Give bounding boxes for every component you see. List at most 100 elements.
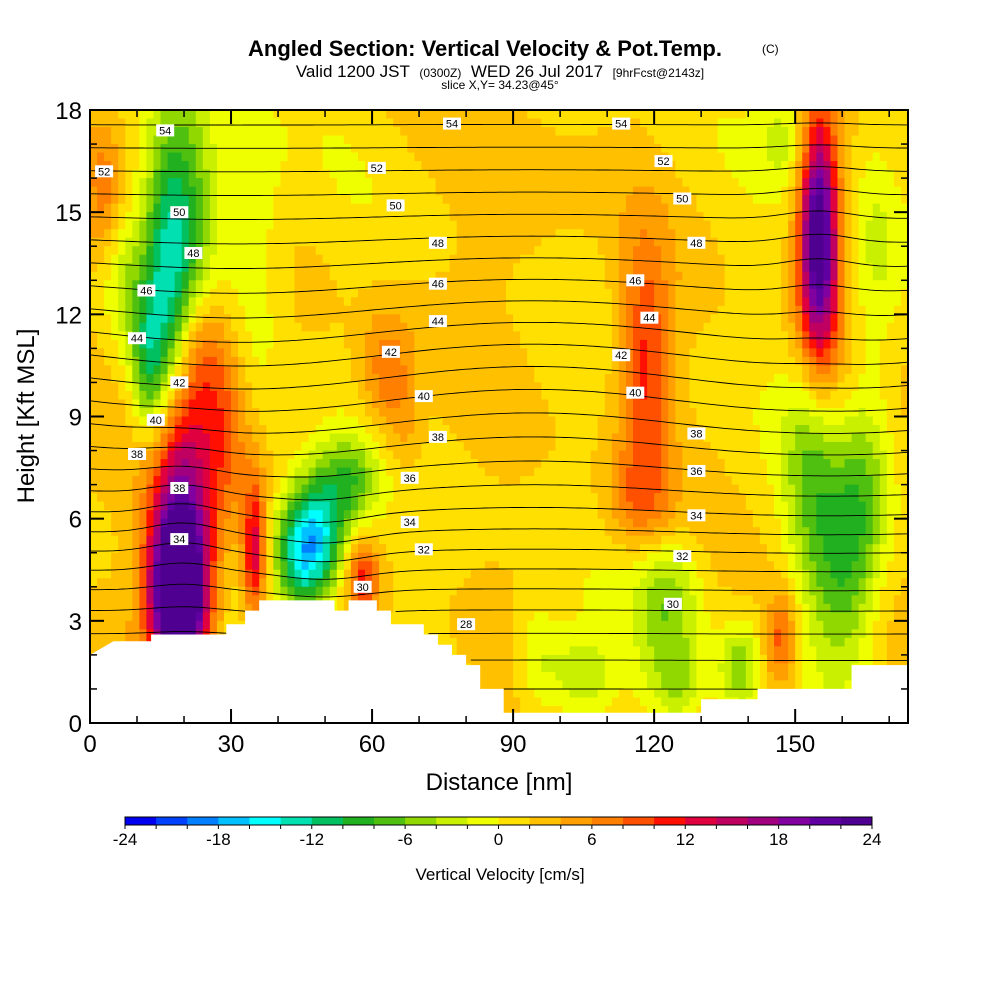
velocity-cell [632,433,641,443]
velocity-cell [534,127,542,137]
velocity-cell [125,373,133,384]
velocity-cell [365,399,373,409]
velocity-cell [661,459,669,469]
velocity-cell [576,450,585,460]
velocity-cell [357,229,366,239]
velocity-cell [724,356,733,367]
velocity-cell [329,450,338,460]
velocity-cell [322,186,331,196]
velocity-cell [231,459,239,469]
velocity-cell [724,263,733,273]
velocity-cell [738,365,747,375]
velocity-cell [886,450,895,460]
velocity-cell [717,263,726,273]
velocity-cell [357,297,366,307]
velocity-cell [343,390,352,401]
velocity-cell [661,195,669,205]
velocity-cell [400,169,408,179]
velocity-cell [407,203,415,213]
velocity-cell [802,288,810,298]
velocity-cell [830,297,839,307]
velocity-cell [555,280,564,290]
velocity-cell [139,263,148,273]
velocity-cell [647,433,655,443]
velocity-cell [393,390,401,401]
velocity-cell [223,186,232,196]
velocity-cell [816,339,824,349]
velocity-cell [153,135,162,145]
velocity-cell [97,407,105,418]
velocity-cell [294,280,303,290]
velocity-cell [830,203,839,213]
velocity-cell [456,110,465,120]
velocity-cell [851,178,860,188]
velocity-cell [710,416,719,426]
velocity-cell [576,390,585,401]
velocity-cell [379,331,387,341]
velocity-cell [774,339,782,349]
velocity-cell [188,365,197,375]
velocity-cell [202,305,211,315]
velocity-cell [774,220,782,230]
velocity-cell [463,135,472,145]
velocity-cell [809,459,817,469]
velocity-cell [414,161,423,171]
velocity-cell [372,356,380,367]
velocity-cell [499,382,507,392]
velocity-cell [830,365,839,375]
velocity-cell [759,288,768,298]
velocity-cell [590,314,599,324]
velocity-cell [442,459,451,469]
velocity-cell [802,246,810,256]
velocity-cell [118,254,126,264]
velocity-cell [541,425,549,435]
chart-title: Angled Section: Vertical Velocity & Pot.… [248,36,722,61]
velocity-cell [569,450,578,460]
velocity-cell [710,118,719,128]
velocity-cell [280,399,289,409]
velocity-cell [583,390,592,401]
velocity-cell [703,118,712,128]
velocity-cell [795,288,803,298]
velocity-cell [647,203,655,213]
velocity-cell [456,135,465,145]
velocity-cell [181,467,190,477]
velocity-cell [223,348,232,358]
velocity-cell [583,212,592,222]
velocity-cell [766,186,775,196]
velocity-cell [357,365,366,375]
velocity-cell [520,314,528,324]
velocity-cell [202,237,211,247]
velocity-cell [97,246,105,256]
velocity-cell [689,271,698,281]
velocity-cell [682,407,690,418]
velocity-cell [851,459,860,469]
velocity-cell [379,425,387,435]
velocity-cell [858,365,867,375]
velocity-cell [597,237,606,247]
velocity-cell [350,135,359,145]
velocity-cell [90,390,98,401]
velocity-cell [435,118,444,128]
velocity-cell [252,365,260,375]
velocity-cell [266,373,274,384]
velocity-cell [252,297,260,307]
velocity-cell [160,229,169,239]
velocity-cell [513,203,521,213]
velocity-cell [795,442,803,452]
velocity-cell [731,373,740,384]
velocity-cell [280,373,289,384]
velocity-cell [562,229,571,239]
velocity-cell [181,407,190,418]
velocity-cell [717,416,726,426]
velocity-cell [329,339,338,349]
velocity-cell [449,169,458,179]
velocity-cell [893,373,902,384]
velocity-cell [668,407,676,418]
velocity-cell [555,288,564,298]
velocity-cell [428,169,437,179]
velocity-cell [266,407,274,418]
velocity-cell [647,390,655,401]
velocity-cell [886,425,895,435]
velocity-cell [886,399,895,409]
